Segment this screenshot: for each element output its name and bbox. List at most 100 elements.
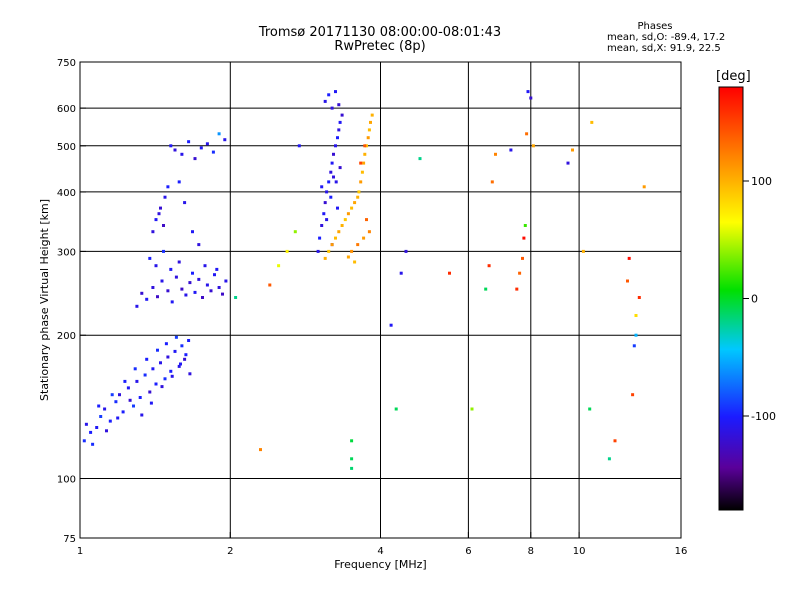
x-axis-label: Frequency [MHz] [334,558,426,571]
data-point [201,296,204,299]
data-point [404,249,408,253]
data-point [297,144,301,148]
data-point [332,152,335,156]
data-point [169,267,173,271]
data-point [169,144,173,148]
data-point [626,279,629,283]
data-point [177,260,181,264]
data-point [363,144,367,148]
data-point [418,157,422,161]
x-tick-label: 16 [675,546,688,557]
data-point [581,249,585,253]
colorbar-title: [deg] [716,69,751,84]
data-point [140,413,144,417]
data-point [318,236,322,240]
data-point [148,390,152,394]
data-point [145,297,149,301]
data-point [327,249,331,253]
data-point [177,180,181,184]
data-point [211,150,215,154]
data-point [337,128,341,132]
data-point [346,255,350,259]
data-point [154,382,158,386]
data-point [145,357,149,361]
data-point [213,273,216,277]
data-point [365,144,368,148]
data-point [151,230,155,234]
y-tick-label: 500 [57,142,76,153]
data-point [166,355,170,359]
data-point [184,353,188,357]
data-point [637,296,641,299]
data-point [613,439,617,443]
x-tick-label: 6 [465,546,471,557]
data-point [114,400,118,404]
x-tick-label: 2 [227,546,233,557]
data-point [121,410,125,414]
data-point [193,157,197,161]
data-point [325,190,329,194]
data-point [343,218,347,222]
data-point [140,291,144,295]
data-point [322,212,326,216]
data-point [173,148,177,152]
data-point [223,138,227,142]
data-point [642,185,646,189]
data-point [159,361,162,365]
data-point [521,256,524,260]
data-point [197,243,201,247]
data-point [389,323,393,327]
data-point [334,180,338,184]
data-point [138,396,142,399]
data-point [156,295,159,299]
data-point [365,218,368,222]
data-point [199,146,203,150]
stats-x-mode: mean, sd,X: 91.9, 22.5 [607,43,721,54]
data-point [346,212,350,216]
data-point [356,195,360,199]
data-point [325,218,329,222]
data-point [323,201,327,205]
data-point [118,393,121,397]
data-point [327,93,331,97]
colorbar-tick-label: -100 [751,410,776,423]
data-point [323,256,327,260]
data-point [128,398,132,402]
data-point [217,286,221,289]
data-point [169,369,173,373]
data-point [490,180,494,184]
x-tick-label: 1 [77,546,83,557]
data-point [191,271,194,275]
data-point [132,404,135,408]
data-point [332,175,335,179]
data-point [154,264,158,268]
data-point [174,275,178,279]
data-point [259,448,262,452]
data-point [293,230,297,234]
data-point [631,393,635,397]
data-point [188,372,192,376]
colorbar [718,86,744,511]
data-point [205,142,209,146]
data-point [95,426,99,429]
data-point [154,218,158,222]
data-point [590,120,594,124]
data-point [356,243,360,247]
data-point [340,224,344,227]
data-point [320,224,324,227]
data-point [173,349,177,353]
data-point [338,166,342,170]
data-point [484,287,488,291]
data-point [82,439,86,443]
data-point [159,206,162,210]
data-point [627,256,631,260]
data-point [525,132,529,136]
colorbar-tick-label: 100 [751,175,772,188]
data-point [340,113,344,117]
data-point [205,283,209,287]
data-point [329,195,333,199]
data-point [184,293,188,297]
data-point [149,401,153,405]
data-point [180,287,184,291]
